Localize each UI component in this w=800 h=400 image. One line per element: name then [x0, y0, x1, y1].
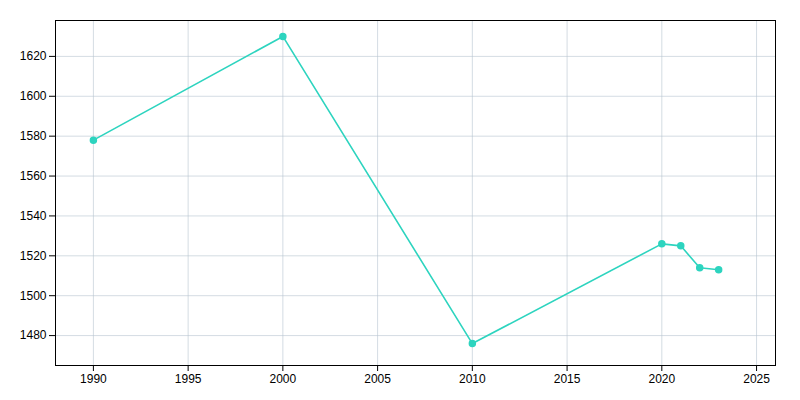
- svg-text:2000: 2000: [270, 372, 297, 386]
- svg-text:2010: 2010: [459, 372, 486, 386]
- svg-text:1540: 1540: [20, 209, 47, 223]
- svg-text:2020: 2020: [648, 372, 675, 386]
- svg-text:1990: 1990: [80, 372, 107, 386]
- svg-text:2015: 2015: [554, 372, 581, 386]
- svg-text:2025: 2025: [743, 372, 770, 386]
- svg-text:2005: 2005: [364, 372, 391, 386]
- svg-text:1995: 1995: [175, 372, 202, 386]
- svg-text:1580: 1580: [20, 129, 47, 143]
- svg-text:1600: 1600: [20, 89, 47, 103]
- svg-text:1560: 1560: [20, 169, 47, 183]
- svg-text:1480: 1480: [20, 328, 47, 342]
- svg-text:1520: 1520: [20, 249, 47, 263]
- svg-text:1620: 1620: [20, 49, 47, 63]
- svg-text:1500: 1500: [20, 289, 47, 303]
